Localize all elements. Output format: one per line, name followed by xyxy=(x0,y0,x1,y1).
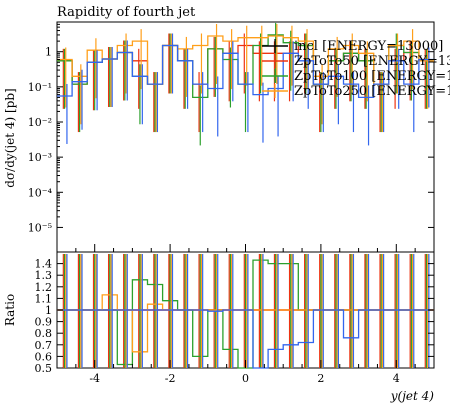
ratio-ytick-label: 1.3 xyxy=(35,269,53,282)
legend-label-1: ZpToTo50 [ENERGY=130 xyxy=(294,54,450,69)
legend: incl [ENERGY=13000]ZpToTo50 [ENERGY=130Z… xyxy=(262,39,450,99)
ratio-ytick-label: 1.4 xyxy=(35,258,53,271)
ratio-ytick-label: 1.2 xyxy=(35,281,53,294)
legend-label-2: ZpToTo100 [ENERGY=130 xyxy=(294,69,450,84)
ratio-ylabel: Ratio xyxy=(3,294,17,326)
legend-label-0: incl [ENERGY=13000] xyxy=(294,39,443,54)
ratio-ytick-label: 0.9 xyxy=(35,316,53,329)
ratio-ytick-label: 0.5 xyxy=(35,362,53,375)
ratio-ytick-label: 1.1 xyxy=(35,292,53,305)
ratio-ytick-label: 0.7 xyxy=(35,339,53,352)
main-ytick-label: 10⁻¹ xyxy=(28,81,52,94)
main-ytick-label: 10⁻³ xyxy=(28,151,52,164)
main-ytick-label: 10⁻⁴ xyxy=(28,186,53,199)
main-ylabel: dσ/dy(jet 4) [pb] xyxy=(3,88,17,187)
ratio-ytick-label: 1 xyxy=(45,304,52,317)
main-ytick-label: 10⁻⁵ xyxy=(28,221,52,234)
ratio-series-group xyxy=(57,254,434,369)
x-axis-label: y(jet 4) xyxy=(390,389,435,403)
xtick-label: 2 xyxy=(317,372,324,385)
main-series-group xyxy=(57,22,434,146)
main-ytick-label: 10⁻² xyxy=(28,116,52,129)
ratio-ytick-label: 0.6 xyxy=(35,350,53,363)
chart-title: Rapidity of fourth jet xyxy=(57,5,196,20)
ratio-ytick-label: 0.8 xyxy=(35,327,53,340)
xtick-label: 4 xyxy=(393,372,400,385)
legend-label-3: ZpToTo250 [ENERGY=130 xyxy=(294,84,450,99)
xtick-label: 0 xyxy=(242,372,249,385)
axes-group: 110⁻¹10⁻²10⁻³10⁻⁴10⁻⁵0.50.60.70.80.911.1… xyxy=(28,21,434,385)
xtick-label: -2 xyxy=(165,372,176,385)
series-line-zptoto250 xyxy=(57,35,434,85)
main-ytick-label: 1 xyxy=(45,46,52,59)
series-line-series-4 xyxy=(57,44,434,99)
xtick-label: -4 xyxy=(89,372,100,385)
